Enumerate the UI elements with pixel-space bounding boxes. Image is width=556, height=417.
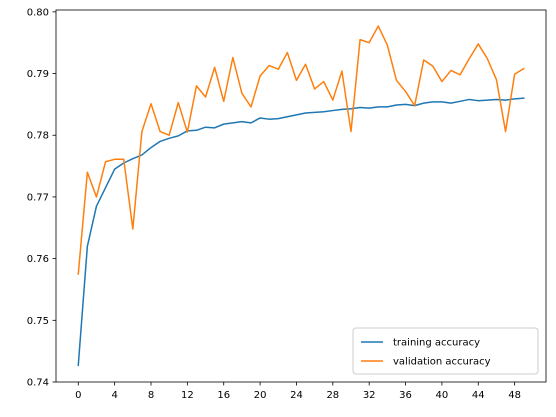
x-tick-label: 24 xyxy=(290,390,303,401)
y-tick-label: 0.80 xyxy=(27,7,49,18)
y-tick-label: 0.74 xyxy=(27,378,49,389)
legend-label: validation accuracy xyxy=(393,357,491,368)
axes-frame xyxy=(55,9,547,383)
x-tick-label: 4 xyxy=(111,390,117,401)
y-tick-label: 0.79 xyxy=(27,69,49,80)
x-tick-label: 32 xyxy=(363,390,376,401)
legend: training accuracy validation accuracy xyxy=(352,327,539,375)
y-tick-label: 0.77 xyxy=(27,192,49,203)
x-tick-label: 44 xyxy=(472,390,485,401)
x-tick-label: 12 xyxy=(181,390,194,401)
axes-layer: 0 4 8 12 16 20 24 28 32 36 40 44 480.740.750.760.770… xyxy=(27,7,547,401)
x-tick-label: 0 xyxy=(75,390,81,401)
x-tick-label: 40 xyxy=(436,390,449,401)
x-tick-label: 28 xyxy=(326,390,339,401)
legend-label: training accuracy xyxy=(393,338,480,349)
series-layer xyxy=(77,25,525,367)
x-tick-label: 36 xyxy=(399,390,412,401)
y-tick-label: 0.75 xyxy=(27,316,49,327)
series-line-training-accuracy xyxy=(77,97,525,367)
y-tick-label: 0.76 xyxy=(27,254,49,265)
y-tick-label: 0.78 xyxy=(27,131,49,142)
x-tick-label: 16 xyxy=(217,390,230,401)
x-tick-label: 20 xyxy=(254,390,267,401)
x-tick-label: 48 xyxy=(508,390,521,401)
legend-box xyxy=(352,327,539,375)
series-line-validation-accuracy xyxy=(77,25,525,275)
x-tick-label: 8 xyxy=(148,390,154,401)
